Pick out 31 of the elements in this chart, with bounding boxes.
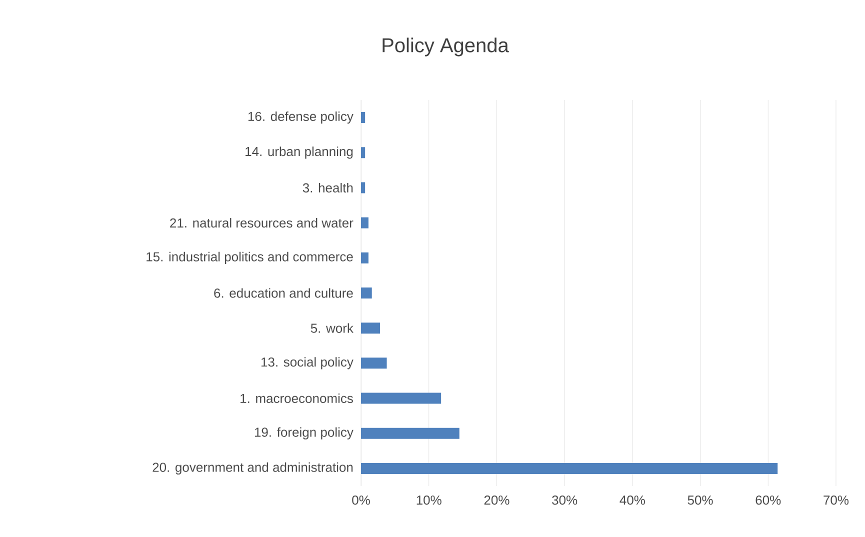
bar: [361, 462, 778, 474]
bar: [361, 217, 368, 228]
bar: [361, 358, 387, 369]
y-tick-label: 14. urban planning: [246, 146, 353, 159]
y-tick-label: 1. macroeconomics: [240, 393, 353, 404]
y-tick-label: 16. defense policy: [248, 111, 354, 124]
x-tick-label: 0%: [352, 496, 370, 505]
y-tick-label: 5. work: [310, 323, 354, 333]
y-tick-label: 13. social policy: [261, 357, 354, 370]
bar: [361, 322, 380, 334]
bar: [361, 392, 442, 404]
y-tick-label: 20. government and administration: [152, 462, 353, 475]
x-tick-label: 50%: [688, 496, 713, 505]
bar: [361, 252, 368, 264]
x-tick-label: 40%: [620, 496, 645, 505]
y-tick-label: 15. industrial politics and commerce: [146, 252, 353, 264]
y-tick-label: 3. health: [302, 182, 353, 192]
y-tick-label: 21. natural resources and water: [170, 218, 354, 228]
bar: [361, 182, 366, 194]
x-tick-label: 70%: [824, 496, 849, 505]
bar: [361, 428, 460, 439]
bar: [361, 147, 366, 158]
x-tick-label: 20%: [484, 496, 510, 505]
bar: [361, 287, 372, 298]
x-tick-label: 30%: [552, 496, 578, 505]
y-tick-label: 19. foreign policy: [254, 427, 354, 440]
x-tick-label: 60%: [756, 496, 781, 505]
y-tick-label: 6. education and culture: [214, 288, 353, 298]
x-tick-label: 10%: [416, 496, 442, 505]
chart-title: Policy Agenda: [382, 38, 509, 56]
bar: [361, 112, 366, 124]
